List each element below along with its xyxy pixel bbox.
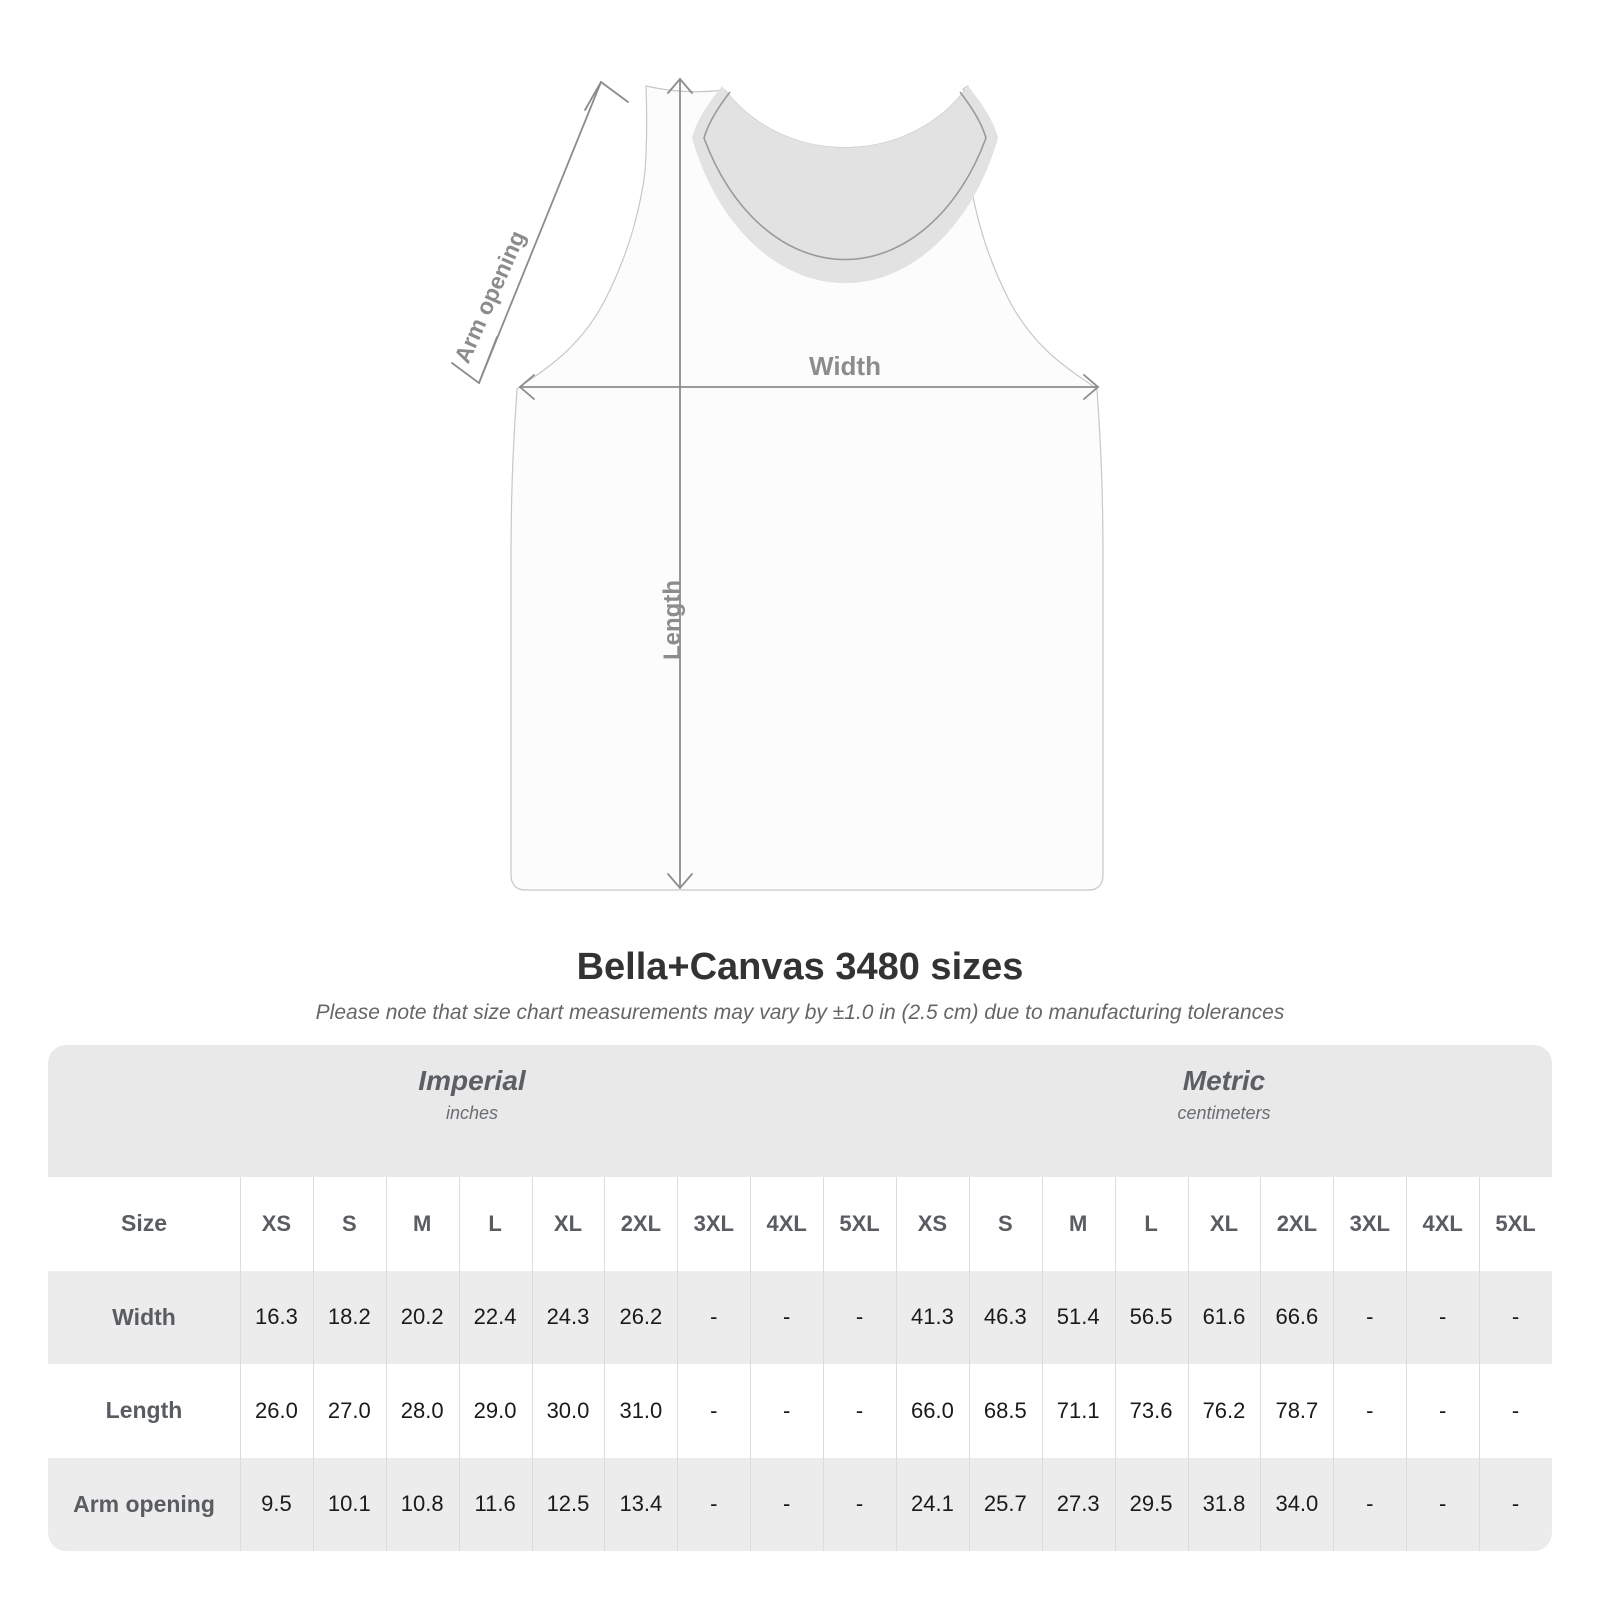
svg-text:Length: Length: [659, 580, 686, 660]
svg-text:Arm opening: Arm opening: [449, 227, 530, 367]
svg-text:Width: Width: [809, 351, 881, 381]
